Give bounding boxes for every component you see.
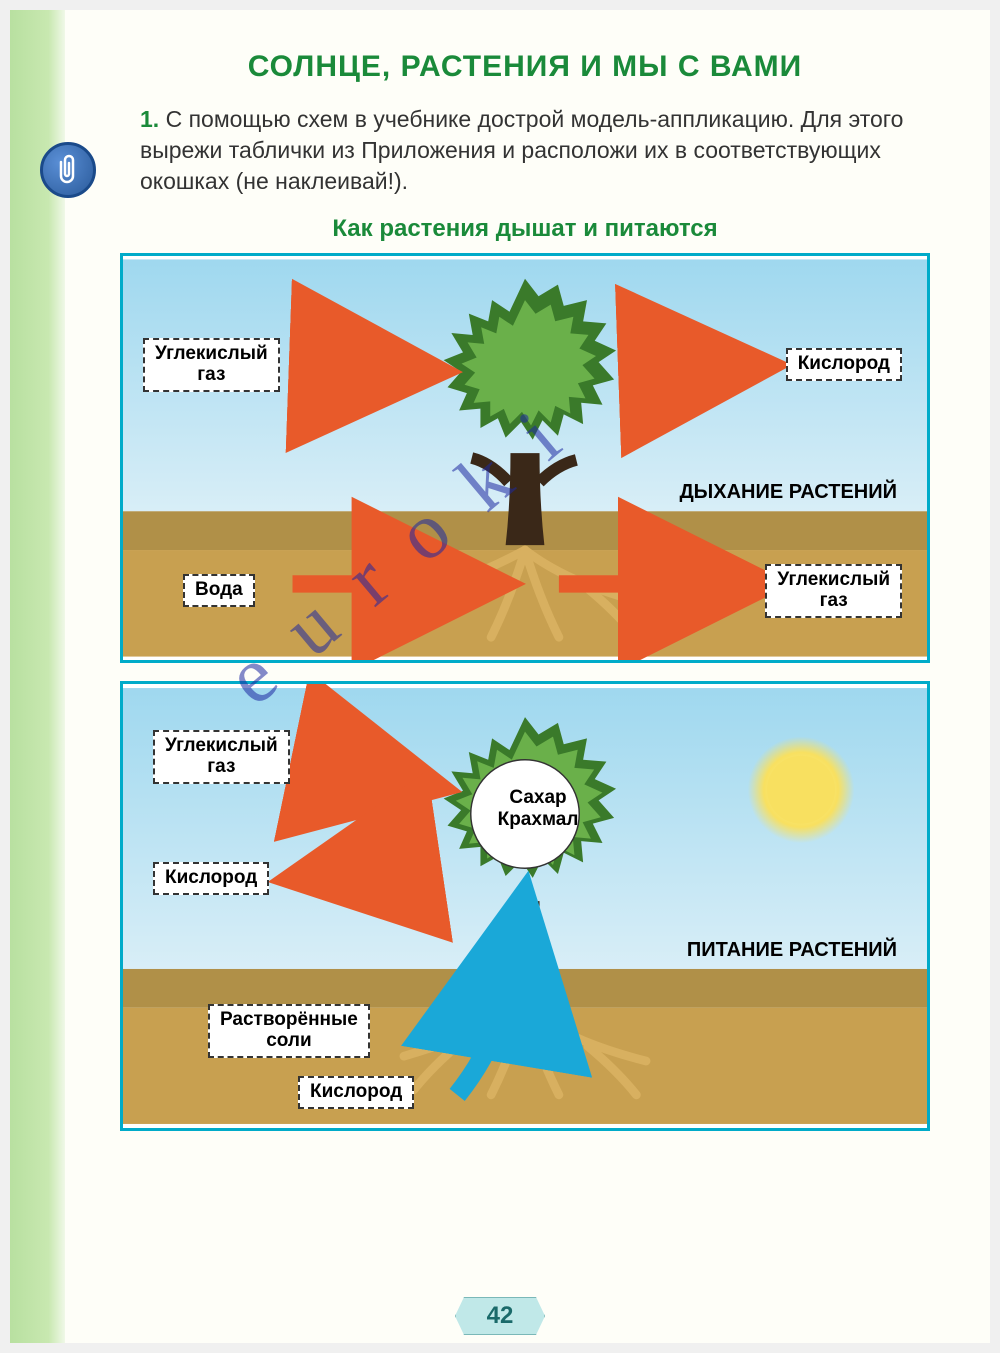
page-number: 42 (455, 1297, 545, 1335)
label-co2-in-2: Углекислыйгаз (153, 730, 290, 784)
page-title: Солнце, растения и мы с вами (120, 50, 930, 84)
diagram-subtitle: Как растения дышат и питаются (120, 215, 930, 243)
respiration-caption: ДЫХАНИЕ РАСТЕНИЙ (679, 481, 897, 504)
label-oxygen-soil: Кислород (298, 1076, 414, 1109)
textbook-page: Солнце, растения и мы с вами 1. С помощь… (10, 10, 990, 1343)
label-oxygen-out: Кислород (786, 348, 902, 381)
task-paragraph: 1. С помощью схем в учебнике дострой мод… (120, 104, 930, 197)
task-body: С помощью схем в учебнике дострой модель… (140, 106, 903, 194)
page-left-decoration (10, 10, 65, 1343)
label-sugar-starch: СахарКрахмал (483, 787, 593, 831)
label-oxygen-out-2: Кислород (153, 862, 269, 895)
task-number: 1. (140, 106, 159, 132)
label-co2-in: Углекислыйгаз (143, 338, 280, 392)
respiration-diagram: Углекислыйгаз Кислород Вода Углекислыйга… (120, 253, 930, 663)
label-co2-out: Углекислыйгаз (765, 564, 902, 618)
label-salts: Растворённыесоли (208, 1004, 370, 1058)
nutrition-diagram: Углекислыйгаз Кислород Растворённыесоли … (120, 681, 930, 1131)
nutrition-caption: ПИТАНИЕ РАСТЕНИЙ (687, 939, 897, 962)
paperclip-icon (40, 142, 96, 198)
label-water-in: Вода (183, 574, 255, 607)
